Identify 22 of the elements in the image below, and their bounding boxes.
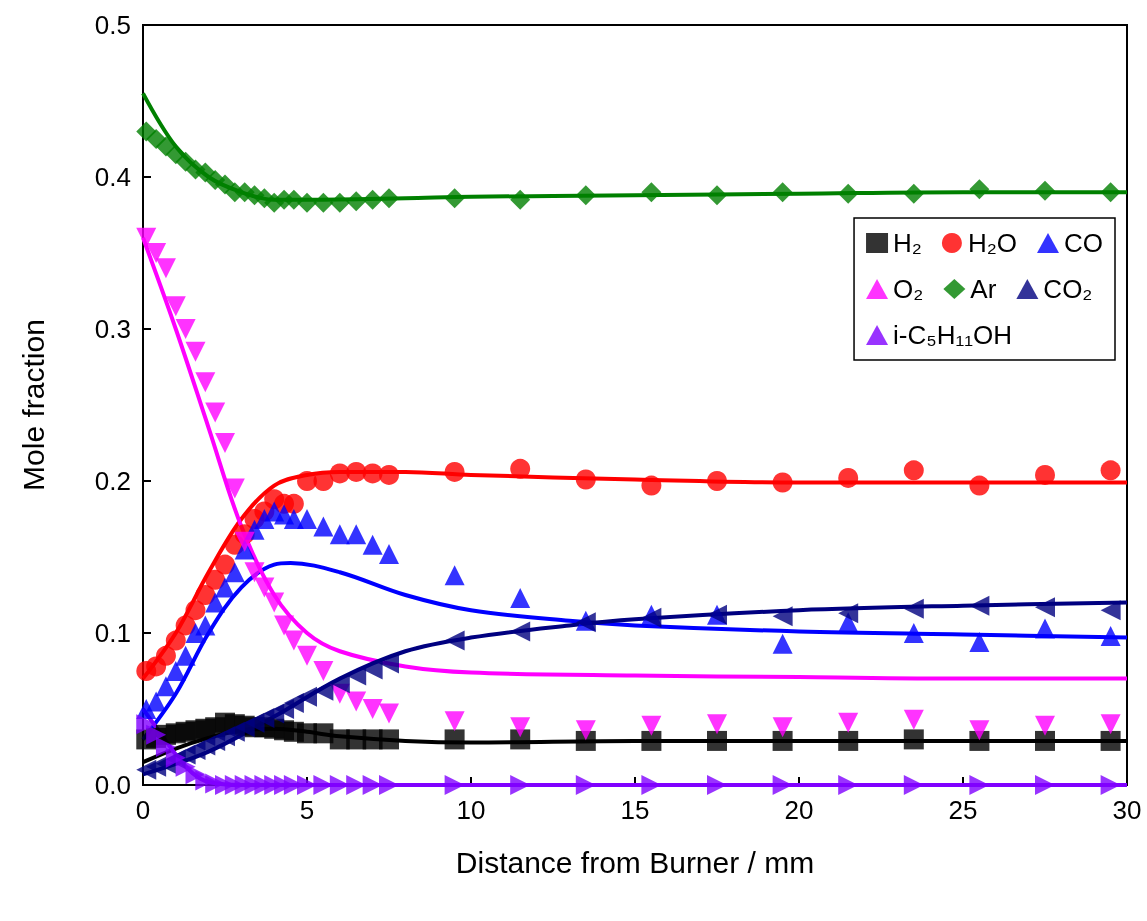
x-tick-label: 30 (1112, 795, 1142, 825)
x-tick-label: 15 (620, 795, 650, 825)
y-tick-label: 0.3 (94, 314, 131, 344)
legend-label: CO₂ (1043, 274, 1093, 304)
x-tick-label: 20 (784, 795, 814, 825)
legend-label: CO (1064, 228, 1103, 258)
legend-label: H₂O (967, 228, 1017, 258)
x-tick-label: 10 (456, 795, 486, 825)
y-axis-title: Mole fraction (16, 319, 50, 491)
y-tick-label: 0.5 (94, 10, 131, 40)
x-tick-label: 5 (299, 795, 315, 825)
legend-label: i-C₅H₁₁OH (893, 320, 1013, 350)
legend-label: O₂ (893, 274, 924, 304)
y-tick-label: 0.2 (94, 466, 131, 496)
y-tick-label: 0.0 (94, 770, 131, 800)
legend-label: H₂ (893, 228, 922, 258)
y-tick-label: 0.4 (94, 162, 131, 192)
legend-label: Ar (970, 274, 997, 304)
y-tick-label: 0.1 (94, 618, 131, 648)
x-axis-title: Distance from Burner / mm (455, 845, 815, 879)
x-tick-label: 25 (948, 795, 978, 825)
x-tick-label: 0 (135, 795, 151, 825)
